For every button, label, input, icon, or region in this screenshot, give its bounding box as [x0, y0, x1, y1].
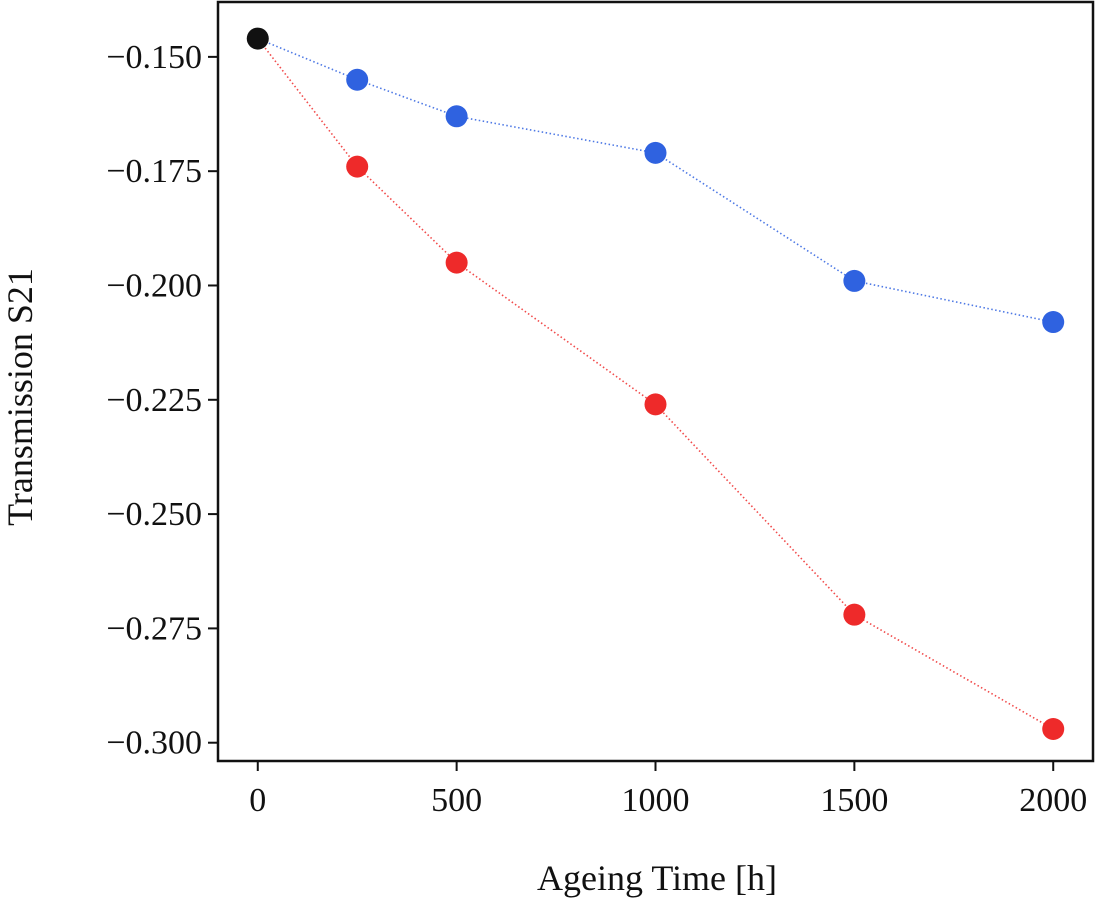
axes: 0 500 1000 1500 2000 −0.150 −0.175 −0.200 −0.225… — [106, 0, 1095, 819]
x-tick-label: 500 — [431, 782, 482, 819]
y-tick-label: −0.200 — [106, 267, 202, 304]
y-tick-label: −0.150 — [106, 39, 202, 76]
y-tick-label: −0.300 — [106, 725, 202, 762]
series-1-point — [445, 105, 468, 128]
series-2-point — [843, 603, 866, 626]
series-1-point — [1042, 311, 1065, 334]
series-2-point — [445, 251, 468, 274]
series-1-point — [346, 68, 369, 91]
series-2-line — [257, 38, 1054, 730]
y-tick-label: −0.225 — [106, 382, 202, 419]
series-1-point — [843, 269, 866, 292]
series-2-point — [346, 155, 369, 178]
y-axis-label: Transmission S21 — [0, 268, 40, 526]
series-2-point — [644, 393, 667, 416]
plot-frame — [216, 0, 1095, 763]
series-2-point — [1042, 717, 1065, 740]
series-1-point — [644, 141, 667, 164]
data-points — [246, 27, 1065, 740]
series-lines — [257, 37, 1054, 730]
y-tick-label: −0.275 — [106, 610, 202, 647]
y-tick-label: −0.250 — [106, 496, 202, 533]
x-tick-label: 1500 — [820, 782, 888, 819]
x-tick-label: 2000 — [1019, 782, 1087, 819]
x-tick-label: 0 — [249, 782, 266, 819]
x-tick-label: 1000 — [622, 782, 690, 819]
start-point — [246, 27, 269, 50]
y-tick-label: −0.175 — [106, 153, 202, 190]
x-axis-label: Ageing Time [h] — [537, 858, 777, 898]
series-1-line — [257, 37, 1054, 323]
